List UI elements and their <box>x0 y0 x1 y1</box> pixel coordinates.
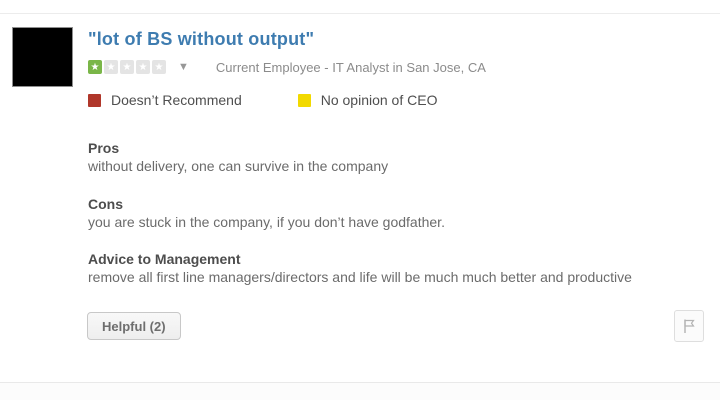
rating-row: ★ ★ ★ ★ ★ ▼ Current Employee - IT Analyst in… <box>88 59 704 75</box>
cons-text: you are stuck in the company, if you don… <box>88 214 445 230</box>
advice-heading: Advice to Management <box>88 251 241 267</box>
cons-section: Cons you are stuck in the company, if yo… <box>88 195 690 231</box>
star-rating: ★ ★ ★ ★ ★ <box>88 60 166 74</box>
flag-icon <box>682 318 696 334</box>
badge-label: Doesn’t Recommend <box>111 92 242 108</box>
card-bottom-divider <box>0 382 720 383</box>
advice-section: Advice to Management remove all first li… <box>88 250 690 286</box>
ceo-opinion-badge: No opinion of CEO <box>297 92 438 108</box>
star-icon: ★ <box>152 60 166 74</box>
badge-label: No opinion of CEO <box>320 92 438 108</box>
review-card: "lot of BS without output" ★ ★ ★ ★ ★ ▼ Curre… <box>88 28 704 108</box>
review-title: "lot of BS without output" <box>88 29 315 49</box>
badge-swatch <box>297 93 311 107</box>
pros-text: without delivery, one can survive in the… <box>88 158 389 174</box>
recommend-badge: Doesn’t Recommend <box>88 92 242 108</box>
badge-row: Doesn’t Recommend No opinion of CEO <box>88 92 704 108</box>
cons-heading: Cons <box>88 196 123 212</box>
badge-swatch <box>88 93 101 107</box>
pros-section: Pros without delivery, one can survive i… <box>88 139 690 175</box>
card-top-divider <box>0 13 720 14</box>
star-icon: ★ <box>136 60 150 74</box>
flag-button[interactable] <box>674 310 704 342</box>
star-icon: ★ <box>120 60 134 74</box>
rating-expand-caret-icon[interactable]: ▼ <box>178 61 189 73</box>
page-background <box>0 383 720 400</box>
star-icon: ★ <box>88 60 102 74</box>
company-logo-redacted <box>12 27 73 87</box>
star-icon: ★ <box>104 60 118 74</box>
reviewer-meta: Current Employee - IT Analyst in San Jos… <box>215 59 486 75</box>
pros-heading: Pros <box>88 140 120 156</box>
helpful-button[interactable]: Helpful (2) <box>87 312 181 340</box>
advice-text: remove all first line managers/directors… <box>88 269 632 285</box>
